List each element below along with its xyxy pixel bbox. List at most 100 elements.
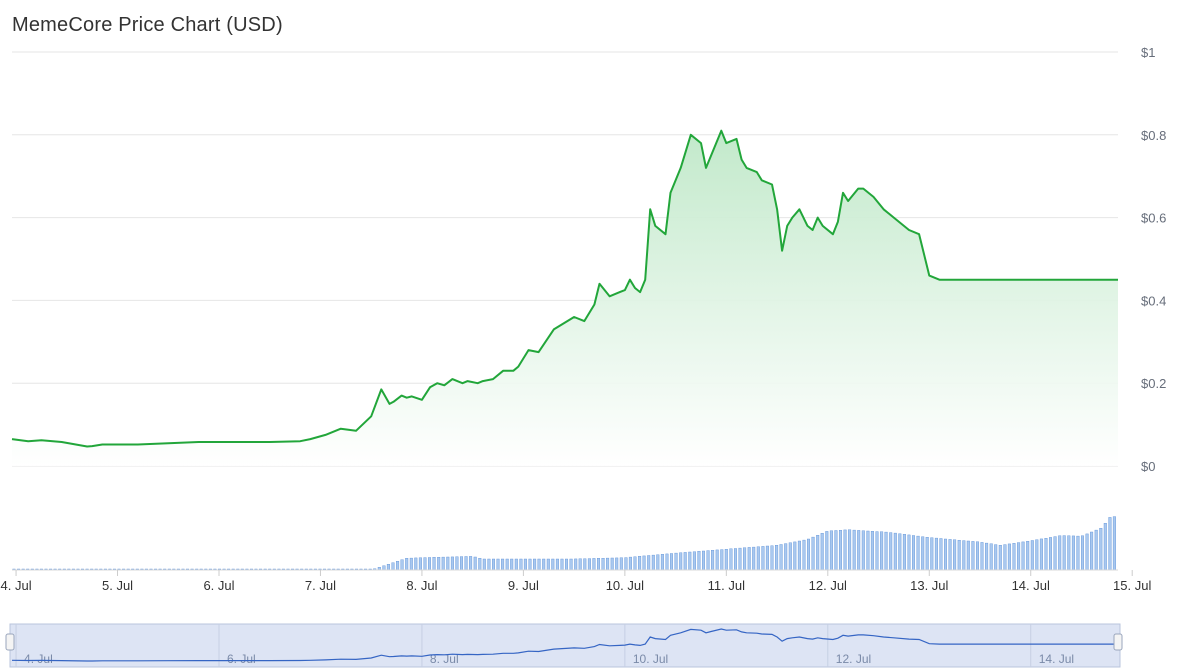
navigator-tick-label: 10. Jul bbox=[633, 652, 668, 666]
volume-bar bbox=[820, 533, 824, 571]
x-tick-label: 10. Jul bbox=[606, 578, 644, 593]
volume-bar bbox=[697, 551, 701, 571]
volume-bar bbox=[866, 530, 870, 571]
volume-bar bbox=[546, 558, 550, 571]
volume-bar bbox=[957, 540, 961, 571]
navigator-tick-label: 4. Jul bbox=[24, 652, 53, 666]
y-tick-label: $0.8 bbox=[1141, 128, 1166, 143]
volume-bar bbox=[857, 530, 861, 571]
volume-bar bbox=[1058, 535, 1062, 571]
volume-bar bbox=[400, 559, 404, 571]
volume-bar bbox=[948, 539, 952, 571]
volume-bar bbox=[848, 529, 852, 571]
volume-bar bbox=[839, 530, 843, 571]
volume-bars bbox=[12, 516, 1116, 571]
volume-bar bbox=[1003, 544, 1007, 571]
volume-bar bbox=[473, 556, 477, 571]
volume-bar bbox=[802, 539, 806, 571]
volume-bar bbox=[985, 542, 989, 571]
volume-bar bbox=[1048, 537, 1052, 571]
volume-bar bbox=[592, 558, 596, 571]
volume-bar bbox=[683, 552, 687, 571]
volume-bar bbox=[492, 558, 496, 571]
volume-bar bbox=[610, 557, 614, 571]
volume-bar bbox=[921, 536, 925, 571]
volume-bar bbox=[1021, 541, 1025, 571]
volume-bar bbox=[1053, 536, 1057, 571]
volume-bar bbox=[989, 543, 993, 571]
volume-bar bbox=[396, 561, 400, 571]
volume-bar bbox=[1044, 538, 1048, 571]
navigator-tick-label: 8. Jul bbox=[430, 652, 459, 666]
x-tick-label: 7. Jul bbox=[305, 578, 336, 593]
volume-bar bbox=[1017, 542, 1021, 571]
volume-bar bbox=[875, 531, 879, 571]
y-tick-label: $0.2 bbox=[1141, 376, 1166, 391]
volume-bar bbox=[971, 541, 975, 571]
volume-bar bbox=[505, 558, 509, 571]
navigator-handle-left[interactable] bbox=[5, 633, 15, 651]
x-tick-label: 4. Jul bbox=[1, 578, 32, 593]
volume-bar bbox=[487, 558, 491, 571]
volume-bar bbox=[523, 558, 527, 571]
y-tick-label: $1 bbox=[1141, 45, 1155, 60]
volume-bar bbox=[729, 548, 733, 571]
y-tick-label: $0 bbox=[1141, 459, 1155, 474]
navigator-window[interactable] bbox=[9, 623, 1121, 668]
navigator-handle-right[interactable] bbox=[1113, 633, 1123, 651]
navigator-line bbox=[11, 628, 1118, 662]
volume-bar bbox=[418, 557, 422, 571]
volume-bar bbox=[912, 535, 916, 571]
volume-bar bbox=[1030, 540, 1034, 571]
volume-bar bbox=[1103, 523, 1107, 571]
volume-bar bbox=[587, 558, 591, 571]
volume-bar bbox=[619, 557, 623, 571]
volume-bar bbox=[1108, 517, 1112, 571]
volume-bar bbox=[450, 556, 454, 571]
volume-bar bbox=[976, 541, 980, 571]
volume-bar bbox=[893, 532, 897, 571]
volume-bar bbox=[514, 558, 518, 571]
volume-bar bbox=[843, 529, 847, 571]
volume-bar bbox=[560, 558, 564, 571]
volume-bar bbox=[825, 531, 829, 571]
volume-bar bbox=[460, 556, 464, 571]
volume-bar bbox=[601, 558, 605, 571]
volume-bar bbox=[902, 534, 906, 571]
x-tick-label: 9. Jul bbox=[508, 578, 539, 593]
volume-bar bbox=[829, 530, 833, 571]
volume-bar bbox=[930, 537, 934, 571]
volume-bar bbox=[711, 550, 715, 571]
volume-bar bbox=[738, 547, 742, 571]
volume-bar bbox=[414, 557, 418, 571]
volume-bar bbox=[1035, 539, 1039, 571]
volume-bar bbox=[916, 535, 920, 571]
volume-bar bbox=[870, 531, 874, 571]
volume-bar bbox=[555, 558, 559, 571]
volume-bar bbox=[1094, 529, 1098, 571]
volume-bar bbox=[907, 534, 911, 571]
volume-bar bbox=[423, 557, 427, 571]
volume-bar bbox=[446, 556, 450, 571]
volume-bar bbox=[692, 551, 696, 571]
volume-bar bbox=[934, 537, 938, 571]
navigator-tick-label: 12. Jul bbox=[836, 652, 871, 666]
volume-bar bbox=[597, 558, 601, 571]
volume-bar bbox=[788, 542, 792, 571]
volume-bar bbox=[1090, 531, 1094, 571]
volume-bar bbox=[1112, 516, 1116, 571]
x-tick-label: 15. Jul bbox=[1113, 578, 1151, 593]
volume-bar bbox=[624, 557, 628, 571]
navigator-tick-label: 6. Jul bbox=[227, 652, 256, 666]
volume-bar bbox=[382, 565, 386, 571]
volume-bar bbox=[1085, 533, 1089, 571]
volume-bar bbox=[674, 552, 678, 571]
volume-bar bbox=[455, 556, 459, 571]
volume-bar bbox=[966, 540, 970, 571]
volume-bar bbox=[720, 549, 724, 571]
volume-bar bbox=[724, 549, 728, 571]
volume-bar bbox=[852, 529, 856, 571]
volume-bar bbox=[889, 532, 893, 571]
volume-bar bbox=[1012, 543, 1016, 571]
